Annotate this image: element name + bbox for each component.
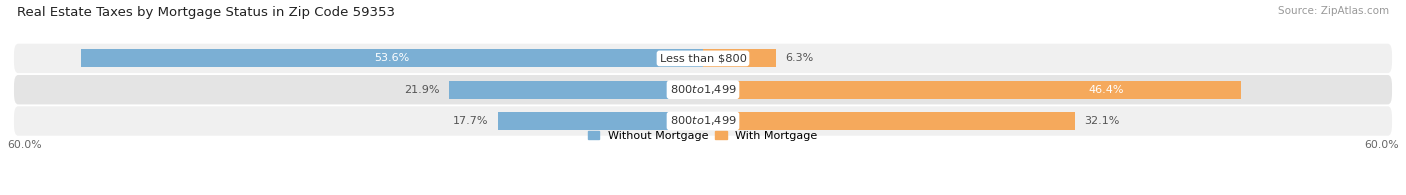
Text: 60.0%: 60.0% [7, 140, 42, 150]
Bar [703, 112, 1076, 130]
Text: Less than $800: Less than $800 [659, 53, 747, 63]
Text: 21.9%: 21.9% [404, 85, 440, 95]
Legend: Without Mortgage, With Mortgage: Without Mortgage, With Mortgage [588, 131, 818, 141]
Text: Source: ZipAtlas.com: Source: ZipAtlas.com [1278, 6, 1389, 16]
Bar [498, 112, 703, 130]
Text: 6.3%: 6.3% [786, 53, 814, 63]
Text: 60.0%: 60.0% [1364, 140, 1399, 150]
FancyBboxPatch shape [14, 44, 1392, 73]
Text: Real Estate Taxes by Mortgage Status in Zip Code 59353: Real Estate Taxes by Mortgage Status in … [17, 6, 395, 19]
Bar [703, 49, 776, 67]
Bar [703, 81, 1241, 99]
Text: 32.1%: 32.1% [1084, 116, 1121, 126]
FancyBboxPatch shape [14, 106, 1392, 136]
Bar [82, 49, 703, 67]
Text: $800 to $1,499: $800 to $1,499 [669, 83, 737, 96]
Text: $800 to $1,499: $800 to $1,499 [669, 114, 737, 128]
Bar [449, 81, 703, 99]
Text: 17.7%: 17.7% [453, 116, 488, 126]
FancyBboxPatch shape [14, 75, 1392, 104]
Text: 53.6%: 53.6% [374, 53, 409, 63]
Text: 46.4%: 46.4% [1088, 85, 1125, 95]
